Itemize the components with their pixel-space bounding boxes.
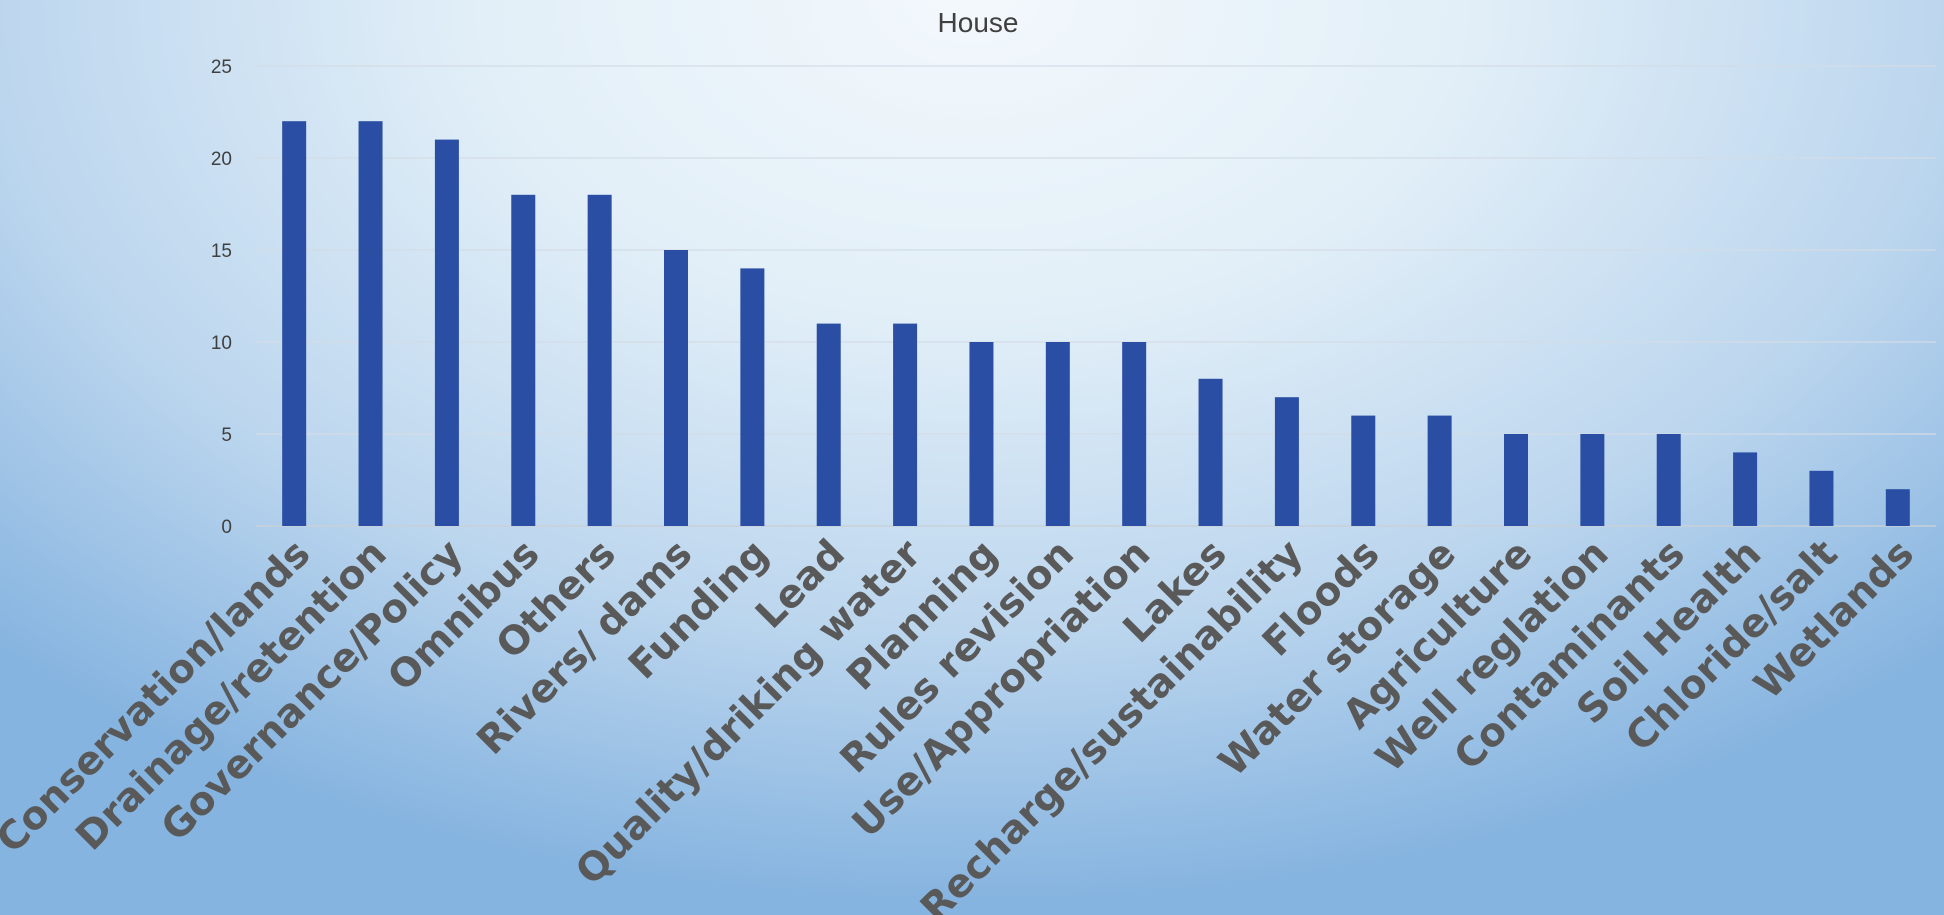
y-tick-label: 10 [211,333,232,354]
bar: Drainage/retention: 22 [358,121,383,526]
bar: Omnibus: 18 [511,194,536,527]
y-tick-label: 5 [221,425,232,446]
y-tick-label: 20 [211,149,232,170]
x-tick-label: Drainage/retention [67,531,395,859]
bar: Rules revision: 10 [1045,342,1070,526]
x-tick-label: Governance/Policy [153,531,472,850]
bars: Conservation/lands: 22 Drainage/retention… [282,121,1910,527]
bar: Use/Appropriation: 10 [1122,342,1147,526]
bar: Planning: 10 [969,342,994,526]
bar: Floods: 6 [1351,415,1376,526]
chart-title: House [938,7,1019,38]
y-tick-label: 0 [221,517,232,538]
bar: Well reglation: 5 [1580,434,1605,526]
bar: Conservation/lands: 22 [282,121,307,526]
bar: Soil Health: 4 [1733,452,1758,526]
bar: Recharge/sustainability: 7 [1274,397,1299,526]
bar: Chloride/salt: 3 [1809,470,1834,526]
y-tick-label: 15 [211,241,232,262]
y-tick-label: 25 [211,57,232,78]
bar: Others: 18 [587,194,612,527]
bar: Contaminants: 5 [1656,434,1681,526]
bar: Lakes: 8 [1198,378,1223,526]
bar: Governance/Policy: 21 [434,139,459,526]
bar: Lead: 11 [816,323,841,526]
bar: Quality/driking water: 11 [893,323,918,526]
bar: Agriculture: 5 [1504,434,1528,526]
x-axis-tick-labels: Conservation/landsDrainage/retentionGove… [0,531,1923,915]
bar: Rivers/ dams: 15 [664,250,688,526]
bar: Water storage: 6 [1427,415,1452,526]
bar: Wetlands: 2 [1885,489,1910,526]
bar: Funding: 14 [740,268,765,526]
y-axis-tick-labels: 0 5 10 15 20 25 [211,57,232,538]
gridlines [256,65,1936,527]
